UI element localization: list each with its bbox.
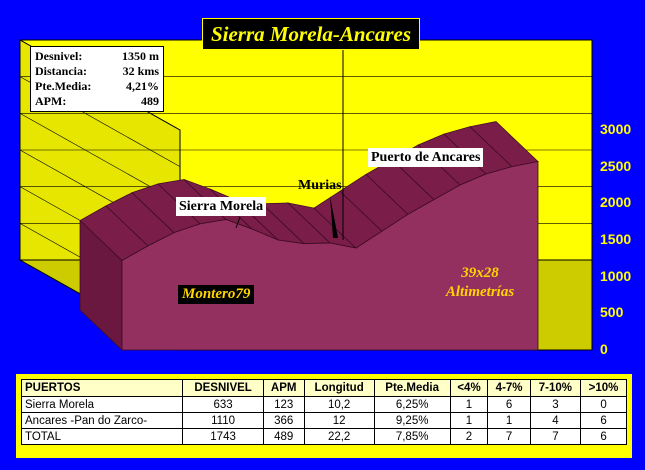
summary-stats: Desnivel: 1350 m Distancia: 32 kms Pte.Med… xyxy=(30,46,164,112)
table-cell: 12 xyxy=(303,412,375,429)
table-header-cell: 4-7% xyxy=(487,379,531,397)
chart-title: Sierra Morela-Ancares xyxy=(202,18,420,50)
label-sierra-morela: Sierra Morela xyxy=(176,197,267,216)
table-row: Ancares -Pan do Zarco- 1110 366 12 9,25% 1 1 4 6 xyxy=(20,412,627,429)
table-body: Sierra Morela 633 123 10,2 6,25% 1 6 3 0 Ancares … xyxy=(20,396,627,445)
table-cell: Ancares -Pan do Zarco- xyxy=(20,412,184,429)
stat-row: APM: 489 xyxy=(35,94,159,108)
table-cell: 7,85% xyxy=(373,428,451,445)
y-tick-label: 1000 xyxy=(600,267,632,284)
y-tick-label: 1500 xyxy=(600,231,632,247)
table-cell: 3 xyxy=(529,396,582,413)
climbs-table-panel: PUERTOS DESNIVEL APM Longitud Pte.Media <4% 4-… xyxy=(16,374,632,458)
table-cell: 22,2 xyxy=(303,428,375,445)
table-header-cell: DESNIVEL xyxy=(182,379,264,397)
y-tick-label: 2500 xyxy=(600,157,632,174)
table-header-cell: APM xyxy=(262,379,305,397)
label-puerto-ancares: Puerto de Ancares xyxy=(368,148,484,167)
table-cell: 2 xyxy=(449,428,489,445)
table-row: Sierra Morela 633 123 10,2 6,25% 1 6 3 0 xyxy=(20,396,627,413)
table-cell: 1110 xyxy=(182,412,264,429)
sierra-pointer xyxy=(235,216,241,229)
table-cell: 633 xyxy=(182,396,264,413)
stat-row: Pte.Media: 4,21% xyxy=(35,79,159,93)
table-cell: 1 xyxy=(449,412,489,429)
murias-arrow xyxy=(330,196,338,238)
table-cell: Sierra Morela xyxy=(20,396,184,413)
table-cell: 1743 xyxy=(182,428,264,445)
table-cell: 7 xyxy=(487,428,531,445)
table-cell: 6,25% xyxy=(373,396,451,413)
table-header-cell: <4% xyxy=(449,379,489,397)
table-row: TOTAL 1743 489 22,2 7,85% 2 7 7 6 xyxy=(20,428,627,445)
table-header-cell: Longitud xyxy=(303,379,375,397)
label-murias: Murias xyxy=(298,178,342,193)
table-header-cell: PUERTOS xyxy=(20,379,184,397)
stat-row: Desnivel: 1350 m xyxy=(35,49,159,63)
table-cell: 9,25% xyxy=(373,412,451,429)
author-badge: Montero79 xyxy=(178,285,255,304)
table-cell: 1 xyxy=(449,396,489,413)
table-cell: 10,2 xyxy=(303,396,375,413)
table-header-cell: >10% xyxy=(580,379,627,397)
table-cell: 1 xyxy=(487,412,531,429)
table-cell: 123 xyxy=(262,396,305,413)
stat-row: Distancia: 32 kms xyxy=(35,64,159,78)
table-cell: 489 xyxy=(262,428,305,445)
y-tick-label: 3000 xyxy=(600,121,632,137)
table-cell: TOTAL xyxy=(20,428,184,445)
table-cell: 7 xyxy=(529,428,582,445)
y-tick-label: 2000 xyxy=(600,194,632,211)
table-cell: 0 xyxy=(580,396,627,413)
table-header-row: PUERTOS DESNIVEL APM Longitud Pte.Media <4% 4-… xyxy=(20,379,627,397)
table-cell: 6 xyxy=(580,428,627,445)
y-tick-label: 0 xyxy=(600,341,608,357)
watermark-text: 39x28 Altimetrías xyxy=(445,265,515,300)
table-header-cell: 7-10% xyxy=(529,379,582,397)
table-cell: 6 xyxy=(487,396,531,413)
table-cell: 6 xyxy=(580,412,627,429)
table-header-cell: Pte.Media xyxy=(373,379,451,397)
table-cell: 4 xyxy=(529,412,582,429)
table-cell: 366 xyxy=(262,412,305,429)
y-tick-label: 500 xyxy=(600,304,624,321)
climbs-table: PUERTOS DESNIVEL APM Longitud Pte.Media <4% 4-… xyxy=(20,379,627,445)
